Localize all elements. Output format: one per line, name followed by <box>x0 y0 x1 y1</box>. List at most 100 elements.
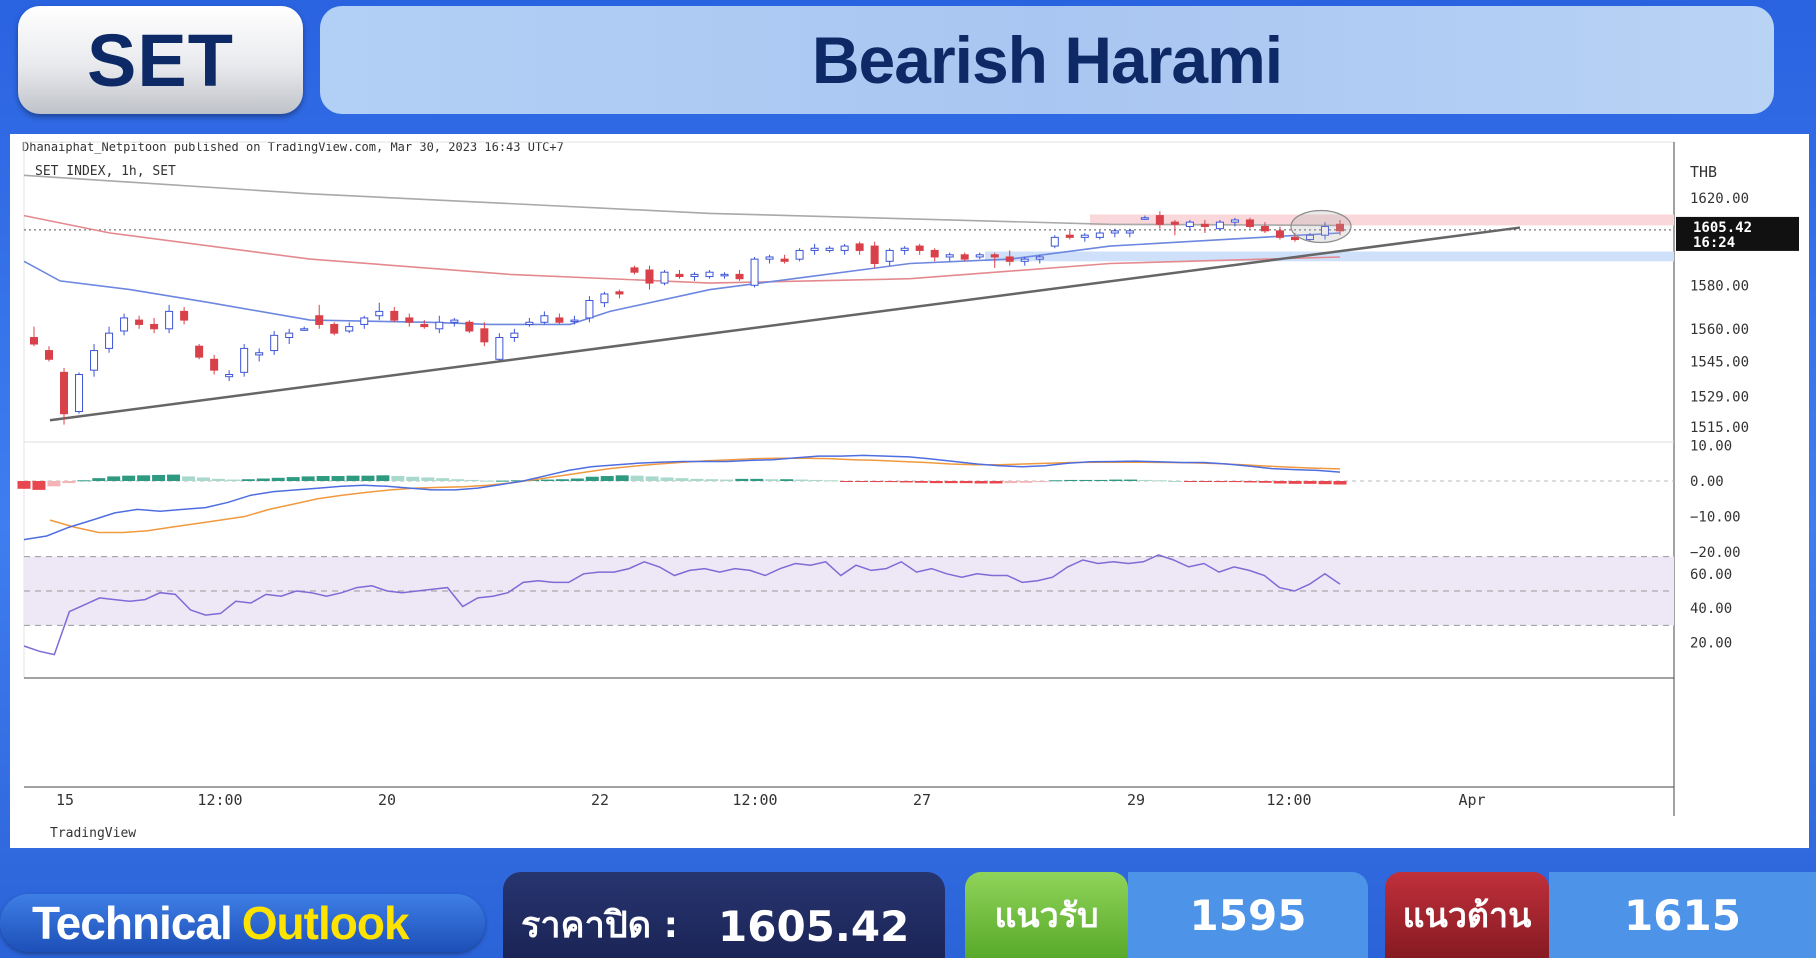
last-price-tag <box>1676 216 1799 251</box>
macd-histogram-bar <box>1228 481 1242 483</box>
candle-down <box>855 243 864 251</box>
macd-histogram-bar <box>660 477 674 481</box>
resistance-label-box: แนวต้าน <box>1385 872 1549 958</box>
candle-down <box>210 358 219 371</box>
macd-histogram-bar <box>1183 481 1197 482</box>
chart-panel: Dhanaiphat_Netpitoon published on Tradin… <box>10 134 1809 848</box>
publisher-text: Dhanaiphat_Netpitoon published on Tradin… <box>22 140 564 154</box>
candle-up <box>1320 225 1329 236</box>
candle-up <box>1215 221 1224 230</box>
macd-histogram-bar <box>376 475 390 481</box>
tech-word2: Outlook <box>241 897 410 949</box>
rsi-tick-label: 60.00 <box>1690 567 1732 583</box>
macd-histogram-bar <box>1258 481 1272 483</box>
time-tick-label: Apr <box>1458 791 1485 809</box>
candle-up <box>1020 258 1029 262</box>
macd-histogram-bar <box>1303 481 1317 484</box>
support-value-box: 1595 <box>1128 872 1368 958</box>
resistance-value-box: 1615 <box>1549 872 1816 958</box>
price-tick-label: 1515.00 <box>1690 420 1749 436</box>
candle-down <box>1336 223 1344 232</box>
macd-histogram-bar <box>211 478 225 481</box>
macd-histogram-bar <box>735 478 749 481</box>
support-label: แนวรับ <box>994 896 1099 936</box>
candle-up <box>585 300 594 319</box>
candle-down <box>315 315 324 325</box>
candle-up <box>165 310 174 330</box>
macd-histogram-bar <box>196 477 210 481</box>
close-price-box: ราคาปิด : 1605.42 <box>503 872 945 958</box>
brand-label: TradingView <box>50 826 136 841</box>
tech-word1: Technical <box>32 897 233 949</box>
macd-histogram-bar <box>675 478 689 481</box>
candle-down <box>930 249 939 258</box>
macd-histogram-bar <box>1333 481 1347 485</box>
candle-up <box>690 273 699 278</box>
macd-histogram-bar <box>391 476 405 481</box>
ma-red-line <box>23 214 1341 284</box>
macd-tick-label: 0.00 <box>1690 474 1724 490</box>
macd-histogram-bar <box>1288 481 1302 484</box>
price-tick-label: 1545.00 <box>1690 354 1749 370</box>
macd-line <box>23 454 1341 541</box>
candle-up <box>375 310 384 317</box>
macd-histogram-bar <box>301 476 315 481</box>
candle-up <box>1230 219 1239 223</box>
time-tick-label: 29 <box>1127 791 1145 809</box>
support-label-box: แนวรับ <box>965 872 1128 958</box>
macd-histogram-bar <box>1243 481 1257 483</box>
candle-up <box>75 374 84 413</box>
time-tick-label: 12:00 <box>197 791 242 809</box>
macd-histogram-bar <box>765 479 779 481</box>
time-tick-label: 20 <box>378 791 396 809</box>
candle-up <box>885 249 894 262</box>
support-zone <box>985 251 1674 262</box>
macd-histogram-bar <box>825 480 839 482</box>
macd-histogram-bar <box>47 481 61 487</box>
macd-histogram-bar <box>406 476 420 481</box>
macd-histogram-bar <box>1079 479 1093 481</box>
candle-down <box>150 323 159 330</box>
candle-down <box>1170 221 1179 225</box>
candle-down <box>405 317 414 323</box>
candle-down <box>735 273 744 280</box>
harami-highlight <box>1290 209 1352 244</box>
time-tick-label: 27 <box>913 791 931 809</box>
candle-up <box>1185 221 1194 227</box>
candle-up <box>1305 234 1314 241</box>
macd-histogram-bar <box>286 477 300 481</box>
candle-down <box>1005 256 1014 262</box>
candle-down <box>30 337 38 345</box>
price-tick-label: 1580.00 <box>1690 278 1749 294</box>
candle-down <box>195 345 204 358</box>
macd-histogram-bar <box>346 475 360 481</box>
macd-histogram-bar <box>436 478 450 481</box>
candle-down <box>780 258 789 262</box>
macd-histogram-bar <box>1109 479 1123 481</box>
candle-up <box>825 247 834 251</box>
macd-histogram-bar <box>17 481 31 489</box>
time-tick-label: 22 <box>591 791 609 809</box>
support-value: 1595 <box>1189 890 1307 940</box>
candle-up <box>1050 236 1059 247</box>
macd-histogram-bar <box>241 479 255 481</box>
candle-up <box>840 245 849 251</box>
candle-up <box>90 350 99 371</box>
candle-up <box>810 247 819 251</box>
macd-histogram-bar <box>511 480 524 482</box>
uptrend-line <box>49 226 1521 422</box>
macd-histogram-bar <box>1198 481 1212 482</box>
candle-up <box>225 374 234 378</box>
candle-down <box>1245 219 1254 227</box>
candle-up <box>300 328 309 331</box>
candle-down <box>1155 215 1164 225</box>
candle-up <box>705 271 714 278</box>
macd-histogram-bar <box>720 479 734 481</box>
macd-histogram-bar <box>600 476 614 481</box>
resistance-zone <box>1090 214 1674 226</box>
macd-histogram-bar <box>496 480 510 482</box>
candle-down <box>1200 223 1209 227</box>
macd-histogram-bar <box>122 475 136 481</box>
macd-histogram-bar <box>1019 481 1033 483</box>
candle-down <box>675 273 684 278</box>
